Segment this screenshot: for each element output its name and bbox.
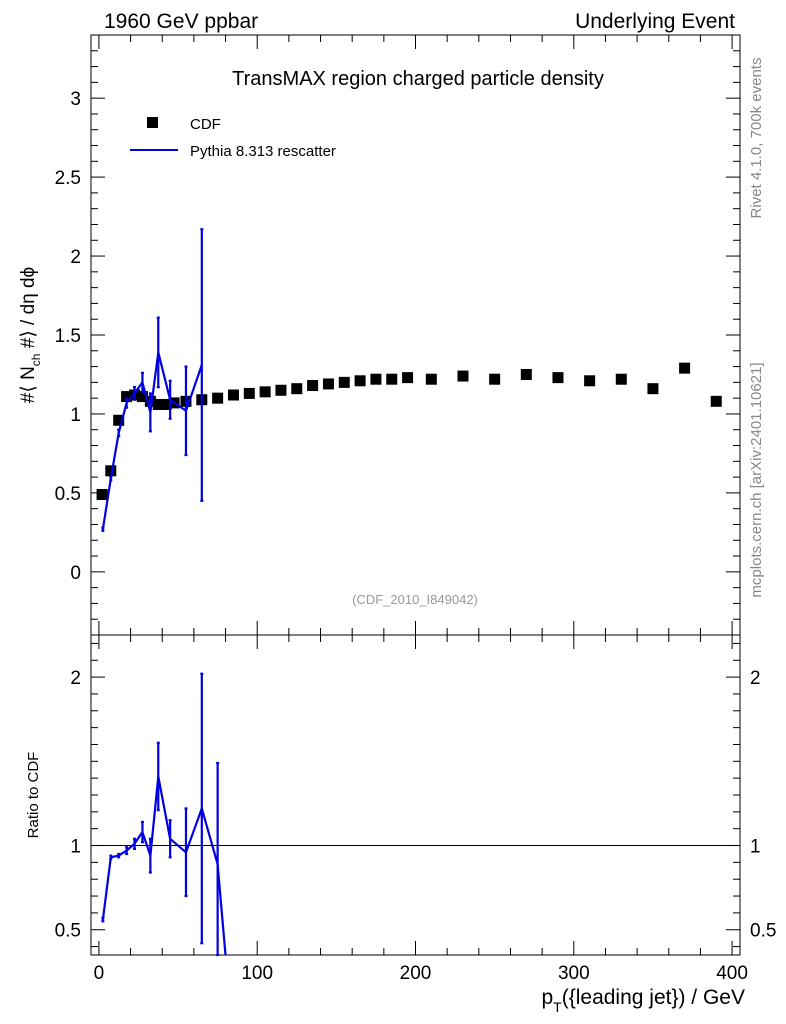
main-y-tick-label: 2 bbox=[70, 247, 81, 268]
ratio-y-tick-label-right: 0.5 bbox=[750, 921, 776, 942]
cdf-data-point bbox=[160, 398, 172, 410]
main-y-tick-label: 1 bbox=[70, 405, 81, 426]
cdf-data-point bbox=[425, 373, 437, 385]
ratio-chart-marks bbox=[91, 672, 740, 957]
cdf-data-point bbox=[520, 368, 532, 380]
main-y-tick-label: 2.5 bbox=[55, 168, 81, 189]
cdf-data-point bbox=[121, 391, 133, 403]
cdf-data-point bbox=[96, 488, 108, 500]
cdf-data-point bbox=[291, 383, 303, 395]
cdf-data-point bbox=[136, 391, 148, 403]
ratio-line bbox=[101, 776, 227, 956]
x-tick-label: 400 bbox=[716, 963, 748, 984]
cdf-data-point bbox=[113, 414, 125, 426]
cdf-data-point bbox=[370, 373, 382, 385]
cdf-data-point bbox=[354, 375, 366, 387]
legend-cdf-label: CDF bbox=[190, 116, 221, 133]
main-y-tick-label: 1.5 bbox=[55, 326, 81, 347]
rivet-version-label: Rivet 4.1.0, 700k events bbox=[748, 58, 765, 219]
ratio-y-label: Ratio to CDF bbox=[25, 752, 42, 839]
cdf-data-point bbox=[710, 395, 722, 407]
cdf-data-point bbox=[152, 398, 164, 410]
y-label-post: #⟩ / dη dϕ bbox=[18, 267, 39, 354]
chart-title: TransMAX region charged particle density bbox=[232, 68, 604, 90]
cdf-data-point bbox=[386, 373, 398, 385]
x-label-pre: p bbox=[541, 986, 553, 1009]
cdf-data-point bbox=[552, 372, 564, 384]
main-frame bbox=[90, 34, 741, 636]
ratio-y-tick-label-right: 1 bbox=[750, 837, 761, 858]
main-y-tick-label: 0.5 bbox=[55, 484, 81, 505]
ratio-y-tick-label: 2 bbox=[70, 668, 81, 689]
cdf-data-point bbox=[307, 380, 319, 392]
main-y-label: #⟨ Nch #⟩ / dη dϕ bbox=[18, 267, 43, 403]
mcplots-label: mcplots.cern.ch [arXiv:2401.10621] bbox=[748, 362, 765, 597]
legend-cdf-marker bbox=[147, 117, 158, 128]
x-label-sub: T bbox=[553, 999, 562, 1015]
cdf-data-point bbox=[212, 392, 224, 404]
x-label-post: ({leading jet}) / GeV bbox=[562, 986, 745, 1009]
ratio-y-tick-label: 0.5 bbox=[55, 921, 81, 942]
main-y-tick-label: 0 bbox=[70, 563, 81, 584]
x-tick-label: 300 bbox=[558, 963, 590, 984]
main-chart-marks bbox=[96, 228, 722, 532]
main-y-tick-label: 3 bbox=[70, 89, 81, 110]
x-tick-label: 100 bbox=[241, 963, 273, 984]
analysis-tag: (CDF_2010_I849042) bbox=[352, 592, 478, 607]
cdf-data-point bbox=[338, 376, 350, 388]
cdf-data-point bbox=[489, 373, 501, 385]
y-label-pre: #⟨ N bbox=[18, 366, 39, 403]
cdf-data-point bbox=[243, 387, 255, 399]
x-axis-label: pT({leading jet}) / GeV bbox=[541, 986, 745, 1015]
cdf-data-point bbox=[227, 389, 239, 401]
legend-pythia-label: Pythia 8.313 rescatter bbox=[190, 143, 336, 160]
ratio-y-tick-label-right: 2 bbox=[750, 668, 761, 689]
ratio-frame bbox=[90, 634, 741, 956]
cdf-data-point bbox=[615, 373, 627, 385]
y-label-sub: ch bbox=[29, 354, 43, 367]
x-axis-ticks: 0 100 200 300 400 bbox=[94, 35, 748, 984]
ratio-y-ticks: 0.5 0.5 1 1 2 2 bbox=[55, 642, 776, 948]
cdf-data-point bbox=[322, 378, 334, 390]
header-left: 1960 GeV ppbar bbox=[104, 10, 258, 33]
legend: CDF Pythia 8.313 rescatter bbox=[130, 116, 336, 160]
ratio-y-tick-label: 1 bbox=[70, 837, 81, 858]
cdf-data-point bbox=[584, 375, 596, 387]
cdf-data-point bbox=[275, 384, 287, 396]
x-tick-label: 200 bbox=[400, 963, 432, 984]
cdf-data-point bbox=[259, 386, 271, 398]
cdf-data-point bbox=[457, 370, 469, 382]
cdf-data-point bbox=[402, 372, 414, 384]
cdf-data-point bbox=[679, 362, 691, 374]
header-right: Underlying Event bbox=[575, 10, 735, 33]
cdf-data-point bbox=[647, 383, 659, 395]
x-tick-label: 0 bbox=[94, 963, 105, 984]
main-y-ticks: 0 0.5 1 1.5 2 2.5 3 bbox=[55, 50, 740, 620]
cdf-data-point bbox=[105, 465, 117, 477]
